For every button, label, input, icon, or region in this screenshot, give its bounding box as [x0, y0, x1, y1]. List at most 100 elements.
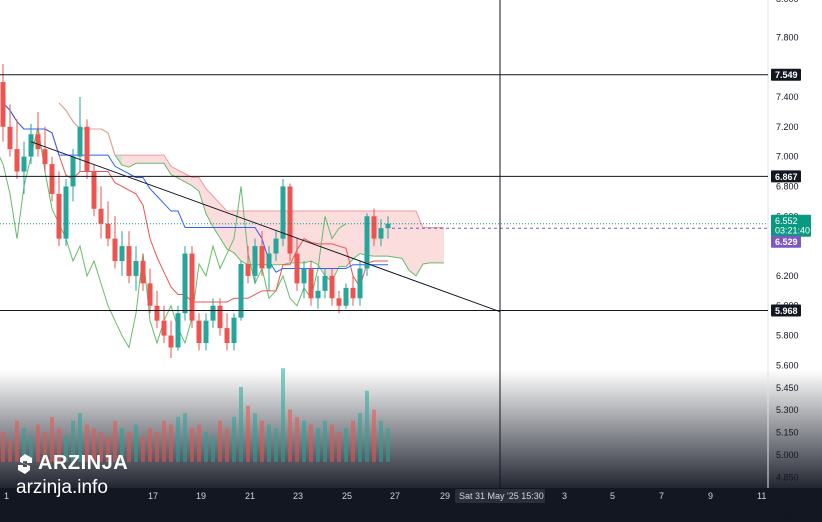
tenkan-sen-line: [2, 102, 388, 303]
candle-body: [56, 193, 62, 239]
price-tick-label: 4.590: [776, 511, 799, 521]
price-tick-label: 4.710: [776, 493, 799, 503]
price-tick-label: 5.300: [776, 405, 799, 415]
volume-bar: [232, 417, 236, 462]
candle-body: [322, 275, 328, 291]
candle-body: [91, 171, 97, 209]
ichimoku-cloud-segment: [353, 211, 360, 260]
price-tick-label: 6.800: [776, 181, 799, 191]
ichimoku-cloud-segment: [325, 211, 332, 282]
candle-body: [273, 238, 279, 254]
candle-body: [371, 216, 377, 239]
time-axis-band: [0, 488, 822, 522]
volume-bar: [127, 432, 131, 462]
volume-bar: [36, 424, 40, 462]
volume-bar: [99, 432, 103, 462]
senkou-span-b-line: [58, 102, 444, 228]
volume-bar: [22, 428, 26, 462]
ichimoku-cloud-segment: [423, 227, 430, 264]
candle-body: [42, 149, 48, 165]
volume-bar: [253, 413, 257, 462]
candle-body: [231, 317, 237, 344]
candle-body: [133, 261, 139, 276]
level-tag-label: 6.867: [775, 172, 798, 182]
volume-bar: [15, 420, 19, 462]
ichimoku-cloud-segment: [332, 211, 339, 282]
candle-body: [336, 298, 342, 306]
ichimoku-cloud-segment: [388, 211, 395, 258]
volume-bar: [246, 405, 250, 462]
candle-body: [308, 268, 314, 299]
volume-bar: [225, 428, 229, 462]
candle-body: [203, 320, 209, 344]
candle-body: [105, 223, 111, 239]
candle-body: [70, 156, 76, 187]
candle-body: [315, 290, 321, 299]
crosshair-date-tag: [455, 489, 545, 503]
brand-url: arzinja.info: [16, 477, 108, 498]
volume-bar: [8, 439, 12, 462]
volume-bar: [316, 428, 320, 462]
candle-body: [259, 246, 265, 269]
ichimoku-cloud-segment: [346, 211, 353, 267]
ichimoku-cloud-segment: [136, 155, 143, 164]
date-tick-label: 17: [148, 491, 158, 501]
volume-bar: [148, 428, 152, 462]
candle-body: [294, 253, 300, 284]
candle-body: [154, 305, 160, 321]
senkou-span-a-line: [58, 102, 444, 283]
volume-bar: [162, 420, 166, 462]
date-tick-label: 25: [342, 491, 352, 501]
candle-body: [77, 126, 83, 157]
candle-body: [84, 126, 90, 172]
candle-body: [266, 253, 272, 269]
price-tick-label-top: 8.000: [776, 0, 799, 4]
candle-body: [301, 268, 307, 284]
candle-body: [224, 328, 230, 344]
ichimoku-cloud-segment: [409, 211, 416, 276]
countdown-label: 03:21:40: [775, 226, 810, 236]
candle-body: [280, 186, 286, 239]
volume-bar: [281, 368, 285, 462]
candle-body: [350, 287, 356, 299]
candle-body: [98, 208, 104, 224]
price-tick-label: 5.000: [776, 450, 799, 460]
crosshair-date-label: Sat 31 May '25 15:30: [459, 491, 544, 501]
volume-bar: [155, 432, 159, 462]
ichimoku-cloud-segment: [143, 155, 150, 164]
date-tick-label: 1: [4, 491, 9, 501]
candle-body: [252, 246, 258, 276]
ichimoku-cloud-segment: [297, 211, 304, 263]
chikou-span-line: [0, 126, 347, 349]
ichimoku-cloud-segment: [416, 211, 423, 276]
brand-watermark: ARZINJA arzinja.info: [16, 452, 128, 499]
volume-bar: [134, 424, 138, 462]
volume-bar: [92, 428, 96, 462]
ichimoku-cloud-segment: [311, 211, 318, 265]
price-tick-label: 7.400: [776, 92, 799, 102]
ichimoku-cloud-segment: [437, 227, 444, 263]
candle-body: [147, 283, 153, 306]
kijun-tag: [771, 235, 801, 248]
ichimoku-cloud-segment: [402, 211, 409, 271]
candle-body: [126, 246, 132, 276]
ichimoku-cloud-segment: [206, 188, 213, 227]
current-price-tag: [771, 214, 811, 237]
ichimoku-cloud-segment: [241, 211, 248, 265]
volume-bar: [330, 424, 334, 462]
volume-bar: [71, 420, 75, 462]
ichimoku-cloud-segment: [157, 155, 164, 164]
volume-bar: [260, 420, 264, 462]
price-tick-label: 5.150: [776, 428, 799, 438]
volume-bar: [176, 417, 180, 462]
volume-bar: [113, 420, 117, 462]
candle-body: [364, 216, 370, 269]
level-tag: [771, 68, 801, 81]
volume-bar: [365, 390, 369, 462]
price-tick-label: 4.850: [776, 472, 799, 482]
volume-bar: [29, 435, 33, 462]
candle-body: [28, 134, 34, 157]
date-tick-label: 11: [757, 491, 766, 501]
price-tick-label: 5.450: [776, 383, 799, 393]
